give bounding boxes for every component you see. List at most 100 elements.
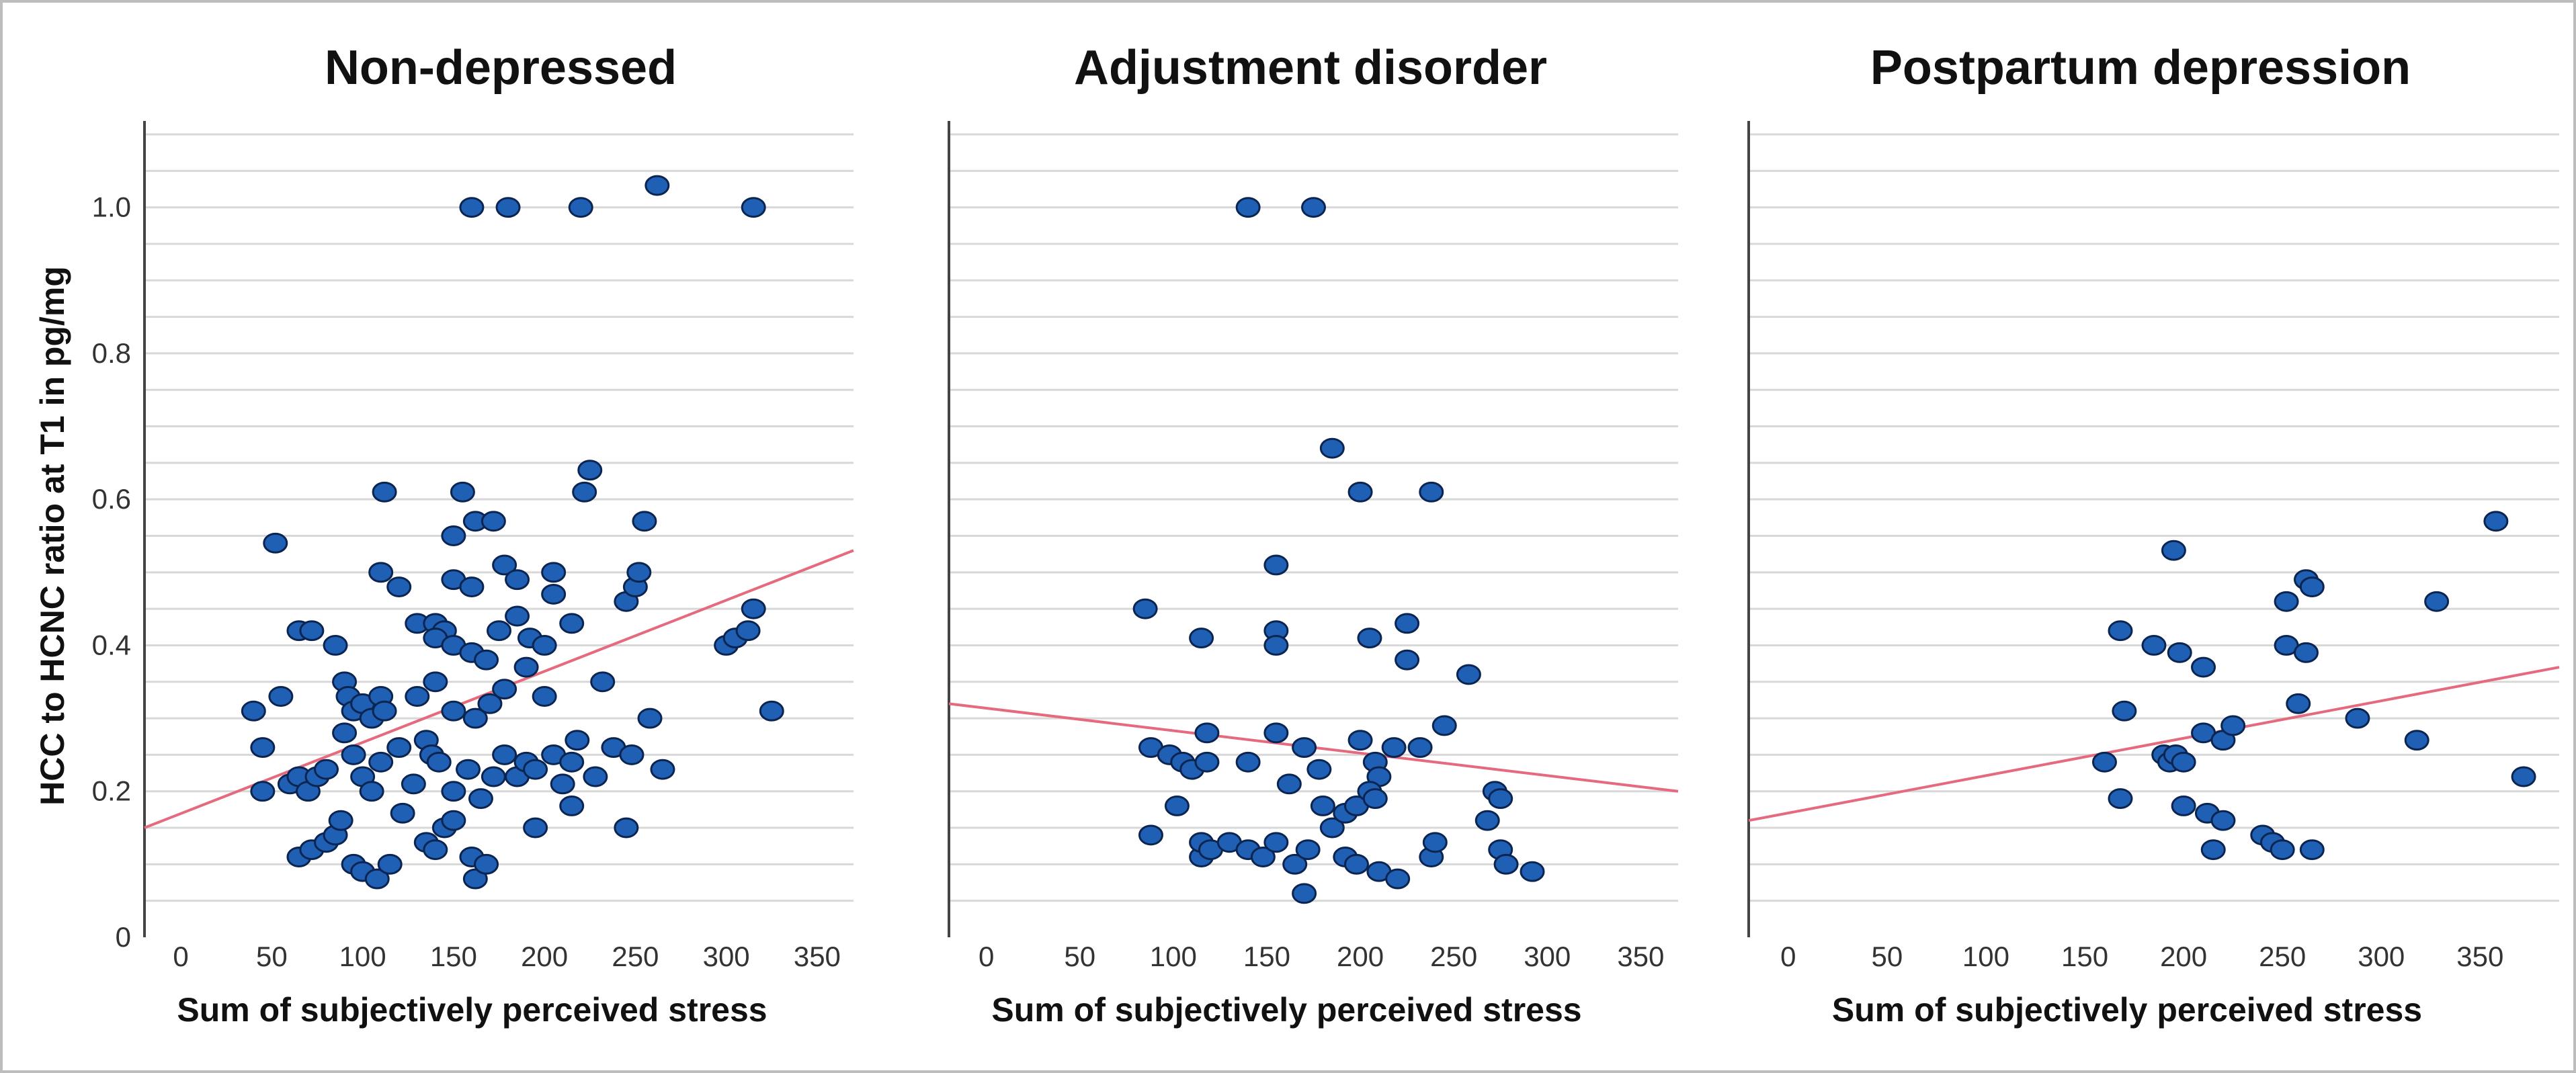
panel-1-data-point [532,686,557,707]
panel-1-data-point [468,788,493,810]
panel-2-data-point [1343,853,1369,875]
panel-1-data-point [487,620,511,642]
panel-1-data-point [741,598,766,619]
panel-1-data-point [495,197,521,218]
panel-1-data-point [341,744,366,765]
panel-2-data-point [1306,759,1332,780]
panel-1-x-tick-label: 300 [703,941,750,972]
panel-1-data-point [441,525,466,546]
panel-1-x-tick-label: 350 [794,941,841,972]
panel-1-data-point [263,532,288,554]
panel-1-x-tick-label: 250 [612,941,659,972]
panel-1-data-point [332,722,358,744]
panel-3-data-point [2511,766,2536,787]
panel-2-x-tick-label: 300 [1524,941,1571,972]
panel-1-data-point [314,759,339,780]
panel-1-data-point [405,686,430,707]
panel-1-data-point [559,796,585,816]
panel-1-x-axis-label: Sum of subjectively perceived stress [177,991,767,1029]
panel-2-data-point [1263,554,1289,576]
labels: Non-depressed 0 50 100 150 200 250 300 350 Sum of… [34,41,2503,1029]
panel-3-x-tick-label: 0 [1780,941,1796,972]
panel-3-x-tick-label: 200 [2160,941,2207,972]
panel-2-data-point [1407,737,1433,758]
panel-1-data-point [459,197,485,218]
panel-1-data-point [735,620,761,642]
panel-1-data-point [299,620,325,642]
panel-3-data-point [2424,591,2450,612]
panel-2-data-point [1319,437,1345,459]
panel-1-data-point [505,569,530,591]
panel-1-data-point [492,744,517,765]
panel-3-data-point [2274,591,2299,612]
panel-3-data-point [2210,810,2236,831]
panel-3-data-point [2171,796,2196,816]
panel-2-data-point [1347,481,1373,503]
panel-1-data-point [323,635,348,656]
panel-1-data-point [359,781,384,802]
panel-2-data-point [1357,628,1382,649]
panel-2-data-point [1263,635,1289,656]
panel-1-data-point [459,576,485,597]
panel-1-data-point [450,481,475,503]
panel-2-x-tick-label: 0 [979,941,994,972]
panel-1-data-point [513,656,539,678]
panel-1-data-point [559,613,585,634]
panel-2-data-point [1395,649,1420,671]
panel-2-data-point [1189,628,1214,649]
panel-2-x-axis-label: Sum of subjectively perceived stress [991,991,1581,1029]
panel-1-data-point [650,759,675,780]
data-points [241,175,2536,904]
panel-1-data-point [619,744,645,765]
panel-2-data-point [1347,730,1373,751]
panel-3-fit-line [1748,666,2560,822]
panel-1-data-point [614,817,639,839]
panel-3-data-point [2293,642,2319,663]
panel-2-x-tick-label: 350 [1617,941,1664,972]
panel-3-title: Postpartum depression [1870,41,2411,95]
panel-1-data-point [377,853,403,875]
panel-1-data-point [441,810,466,831]
panel-1-data-point [372,700,397,722]
panel-1-data-point [386,737,412,758]
panel-1-data-point [550,773,575,795]
panel-1-data-point [759,700,784,722]
panel-1-data-point [492,554,517,576]
panel-3-data-point [2167,642,2192,663]
y-tick-label: 0.2 [92,775,131,807]
panel-3-x-tick-label: 250 [2259,941,2306,972]
panel-2-data-point [1164,796,1190,816]
panel-1-data-point [423,671,448,693]
panel-3-data-point [2161,540,2186,561]
panel-1-data-point [492,679,517,700]
panel-2-data-point [1362,788,1388,810]
panel-3-data-point [2171,751,2196,773]
panel-3-data-point [2091,751,2117,773]
panel-1-data-point [568,197,593,218]
panel-3-x-tick-label: 100 [1962,941,2009,972]
panel-2-data-point [1488,788,1513,810]
panel-2-data-point [1419,481,1444,503]
gridlines [144,133,2559,902]
y-tick-label: 0.4 [92,629,131,660]
panel-1-x-tick-label: 0 [173,941,188,972]
panel-3-x-axis-label: Sum of subjectively perceived stress [1832,991,2422,1029]
panel-1-x-tick-label: 150 [430,941,477,972]
panel-1-data-point [481,766,506,787]
panel-1-data-point [368,562,394,583]
panel-2-data-point [1138,824,1163,846]
panel-1-data-point [462,868,488,890]
panel-3-data-point [2299,576,2325,597]
panel-3-data-point [2108,620,2133,642]
panel-1-title: Non-depressed [325,41,677,95]
panel-1-data-point [390,802,415,824]
panel-3-x-tick-label: 350 [2456,941,2503,972]
panel-2-x-tick-label: 100 [1150,941,1197,972]
panel-1-data-point [559,751,585,773]
panel-2-data-point [1282,853,1308,875]
panel-2-data-point [1395,613,1420,634]
panel-1-data-point [590,671,616,693]
panel-1-data-point [637,707,663,729]
